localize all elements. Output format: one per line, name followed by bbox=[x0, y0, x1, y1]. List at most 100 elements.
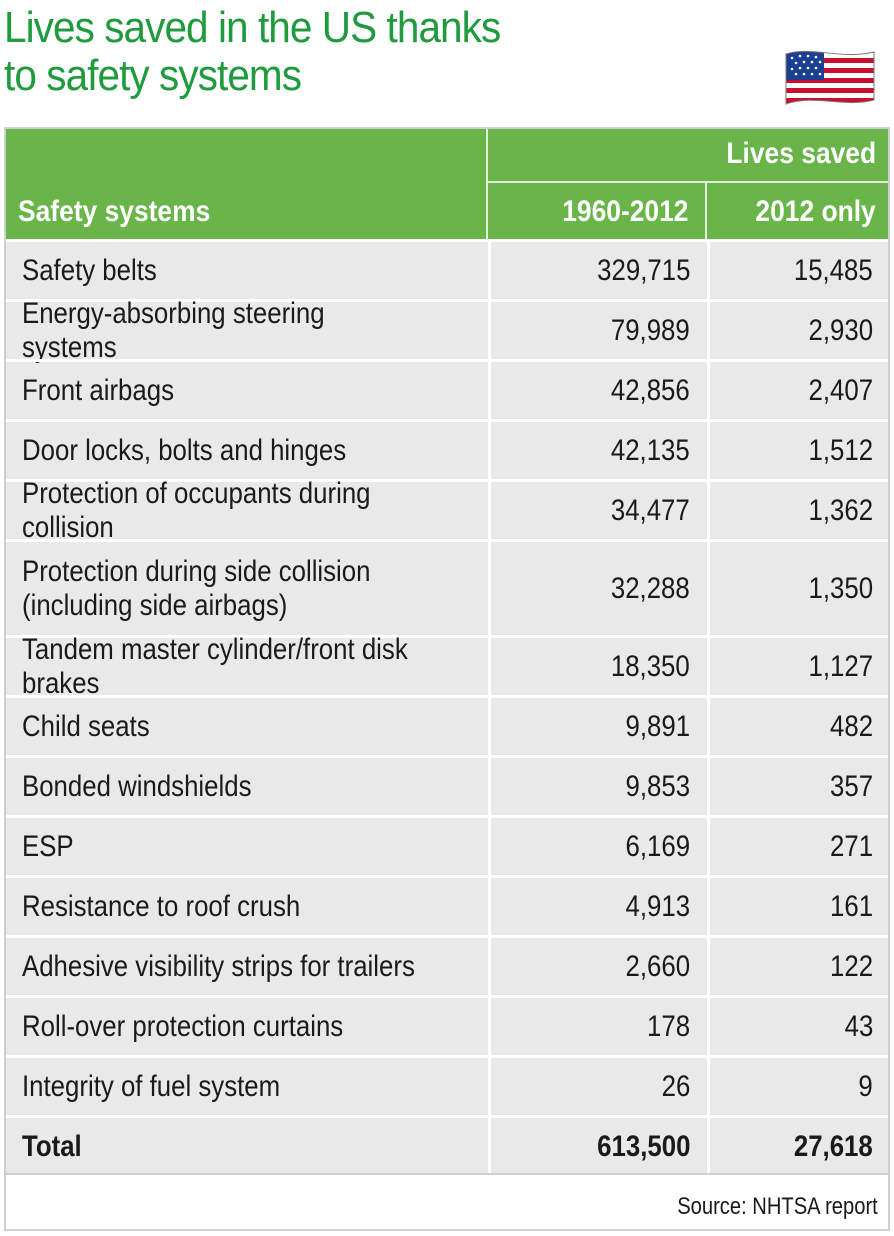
row-label-cell: Tandem master cylinder/front disk brakes bbox=[22, 633, 488, 700]
row-label-cell: Door locks, bolts and hinges bbox=[22, 422, 488, 479]
row-label-cell: Roll-over protection curtains bbox=[22, 998, 488, 1055]
value-2012-only: 1,350 bbox=[808, 571, 873, 605]
row-label-cell: Integrity of fuel system bbox=[22, 1058, 488, 1115]
row-label-cell: Resistance to roof crush bbox=[22, 878, 488, 935]
row-label: ESP bbox=[22, 829, 74, 863]
value-1960-2012: 26 bbox=[661, 1069, 690, 1103]
value-2012-only-cell: 15,485 bbox=[709, 242, 873, 299]
value-1960-2012: 18,350 bbox=[611, 649, 690, 683]
value-1960-2012-cell: 42,856 bbox=[490, 362, 690, 419]
row-label-cell: Total bbox=[22, 1118, 488, 1175]
value-2012-only: 271 bbox=[829, 829, 873, 863]
value-1960-2012: 178 bbox=[646, 1009, 690, 1043]
row-label-cell: Protection during side collision (includ… bbox=[22, 542, 488, 635]
value-1960-2012-cell: 32,288 bbox=[490, 542, 690, 635]
value-2012-only: 27,618 bbox=[794, 1129, 873, 1163]
value-1960-2012-cell: 26 bbox=[490, 1058, 690, 1115]
value-2012-only-cell: 357 bbox=[709, 758, 873, 815]
value-1960-2012: 34,477 bbox=[611, 493, 690, 527]
value-1960-2012-cell: 2,660 bbox=[490, 938, 690, 995]
value-2012-only-cell: 1,512 bbox=[709, 422, 873, 479]
row-label: Protection of occupants during collision bbox=[22, 476, 371, 544]
value-2012-only-cell: 1,362 bbox=[709, 482, 873, 539]
column-header-1960-2012: 1960-2012 bbox=[561, 195, 688, 228]
value-2012-only-cell: 1,350 bbox=[709, 542, 873, 635]
table-row: Bonded windshields 9,853 357 bbox=[6, 755, 888, 815]
row-label-cell: Front airbags bbox=[22, 362, 488, 419]
us-flag-icon bbox=[785, 50, 875, 105]
column-header-safety-systems: Safety systems bbox=[18, 195, 211, 228]
row-label: Tandem master cylinder/front disk brakes bbox=[22, 632, 408, 700]
value-2012-only-cell: 43 bbox=[709, 998, 873, 1055]
value-2012-only-cell: 2,930 bbox=[709, 302, 873, 359]
row-label: Bonded windshields bbox=[22, 769, 252, 803]
row-label: Child seats bbox=[22, 709, 150, 743]
table-row: ESP 6,169 271 bbox=[6, 815, 888, 875]
value-2012-only-cell: 27,618 bbox=[709, 1118, 873, 1175]
value-2012-only-cell: 482 bbox=[709, 698, 873, 755]
lives-saved-group-header: Lives saved bbox=[726, 137, 876, 170]
value-1960-2012-cell: 9,853 bbox=[490, 758, 690, 815]
value-1960-2012: 6,169 bbox=[625, 829, 690, 863]
table-row: Door locks, bolts and hinges 42,135 1,512 bbox=[6, 419, 888, 479]
lives-saved-table: Lives saved Safety systems 1960-2012 201… bbox=[4, 127, 890, 1231]
table-row: Roll-over protection curtains 178 43 bbox=[6, 995, 888, 1055]
value-1960-2012: 79,989 bbox=[611, 313, 690, 347]
value-1960-2012: 42,856 bbox=[611, 373, 690, 407]
row-label-cell: Child seats bbox=[22, 698, 488, 755]
source-text: Source: NHTSA report bbox=[677, 1193, 878, 1220]
value-2012-only-cell: 122 bbox=[709, 938, 873, 995]
value-2012-only: 2,407 bbox=[808, 373, 873, 407]
value-2012-only-cell: 271 bbox=[709, 818, 873, 875]
value-2012-only: 43 bbox=[844, 1009, 873, 1043]
table-row: Energy-absorbing steering systems 79,989 2… bbox=[6, 297, 888, 364]
value-1960-2012: 9,891 bbox=[625, 709, 690, 743]
value-1960-2012: 42,135 bbox=[611, 433, 690, 467]
table-row: Front airbags 42,856 2,407 bbox=[6, 359, 888, 419]
source-note: Source: NHTSA report bbox=[6, 1173, 888, 1229]
value-1960-2012-cell: 34,477 bbox=[490, 482, 690, 539]
row-label: Adhesive visibility strips for trailers bbox=[22, 949, 415, 983]
value-1960-2012: 32,288 bbox=[611, 571, 690, 605]
row-label: Safety belts bbox=[22, 253, 157, 287]
value-2012-only-cell: 161 bbox=[709, 878, 873, 935]
total-row: Total 613,500 27,618 bbox=[6, 1115, 888, 1175]
value-1960-2012-cell: 613,500 bbox=[490, 1118, 690, 1175]
value-2012-only: 482 bbox=[829, 709, 873, 743]
value-1960-2012: 4,913 bbox=[625, 889, 690, 923]
row-label: Roll-over protection curtains bbox=[22, 1009, 344, 1043]
row-label-cell: Bonded windshields bbox=[22, 758, 488, 815]
value-2012-only: 1,362 bbox=[808, 493, 873, 527]
value-2012-only: 122 bbox=[829, 949, 873, 983]
value-2012-only: 161 bbox=[829, 889, 873, 923]
row-label: Door locks, bolts and hinges bbox=[22, 433, 347, 467]
row-label: Protection during side collision (includ… bbox=[22, 554, 371, 622]
value-1960-2012: 2,660 bbox=[625, 949, 690, 983]
row-label: Integrity of fuel system bbox=[22, 1069, 281, 1103]
row-label: Energy-absorbing steering systems bbox=[22, 296, 325, 364]
table-row: Child seats 9,891 482 bbox=[6, 695, 888, 755]
value-2012-only: 357 bbox=[829, 769, 873, 803]
row-label: Total bbox=[22, 1129, 82, 1163]
value-1960-2012-cell: 18,350 bbox=[490, 638, 690, 695]
value-2012-only-cell: 9 bbox=[709, 1058, 873, 1115]
value-1960-2012-cell: 329,715 bbox=[490, 242, 690, 299]
value-2012-only: 1,127 bbox=[808, 649, 873, 683]
row-label: Resistance to roof crush bbox=[22, 889, 301, 923]
table-row: Adhesive visibility strips for trailers 2… bbox=[6, 935, 888, 995]
title-line-1: Lives saved in the US thanks bbox=[4, 3, 501, 52]
value-1960-2012-cell: 9,891 bbox=[490, 698, 690, 755]
table-row: Resistance to roof crush 4,913 161 bbox=[6, 875, 888, 935]
table-row: Protection during side collision (includ… bbox=[6, 539, 888, 635]
value-2012-only: 15,485 bbox=[794, 253, 873, 287]
table-header: Lives saved Safety systems 1960-2012 201… bbox=[6, 129, 888, 239]
title-line-2: to safety systems bbox=[4, 51, 302, 100]
row-label: Front airbags bbox=[22, 373, 175, 407]
table-row: Tandem master cylinder/front disk brakes… bbox=[6, 633, 888, 700]
value-1960-2012: 613,500 bbox=[596, 1129, 690, 1163]
page-title: Lives saved in the US thanks to safety s… bbox=[4, 3, 501, 100]
row-label-cell: Safety belts bbox=[22, 242, 488, 299]
row-label-cell: ESP bbox=[22, 818, 488, 875]
column-header-2012-only: 2012 only bbox=[755, 195, 876, 228]
row-label-cell: Adhesive visibility strips for trailers bbox=[22, 938, 488, 995]
